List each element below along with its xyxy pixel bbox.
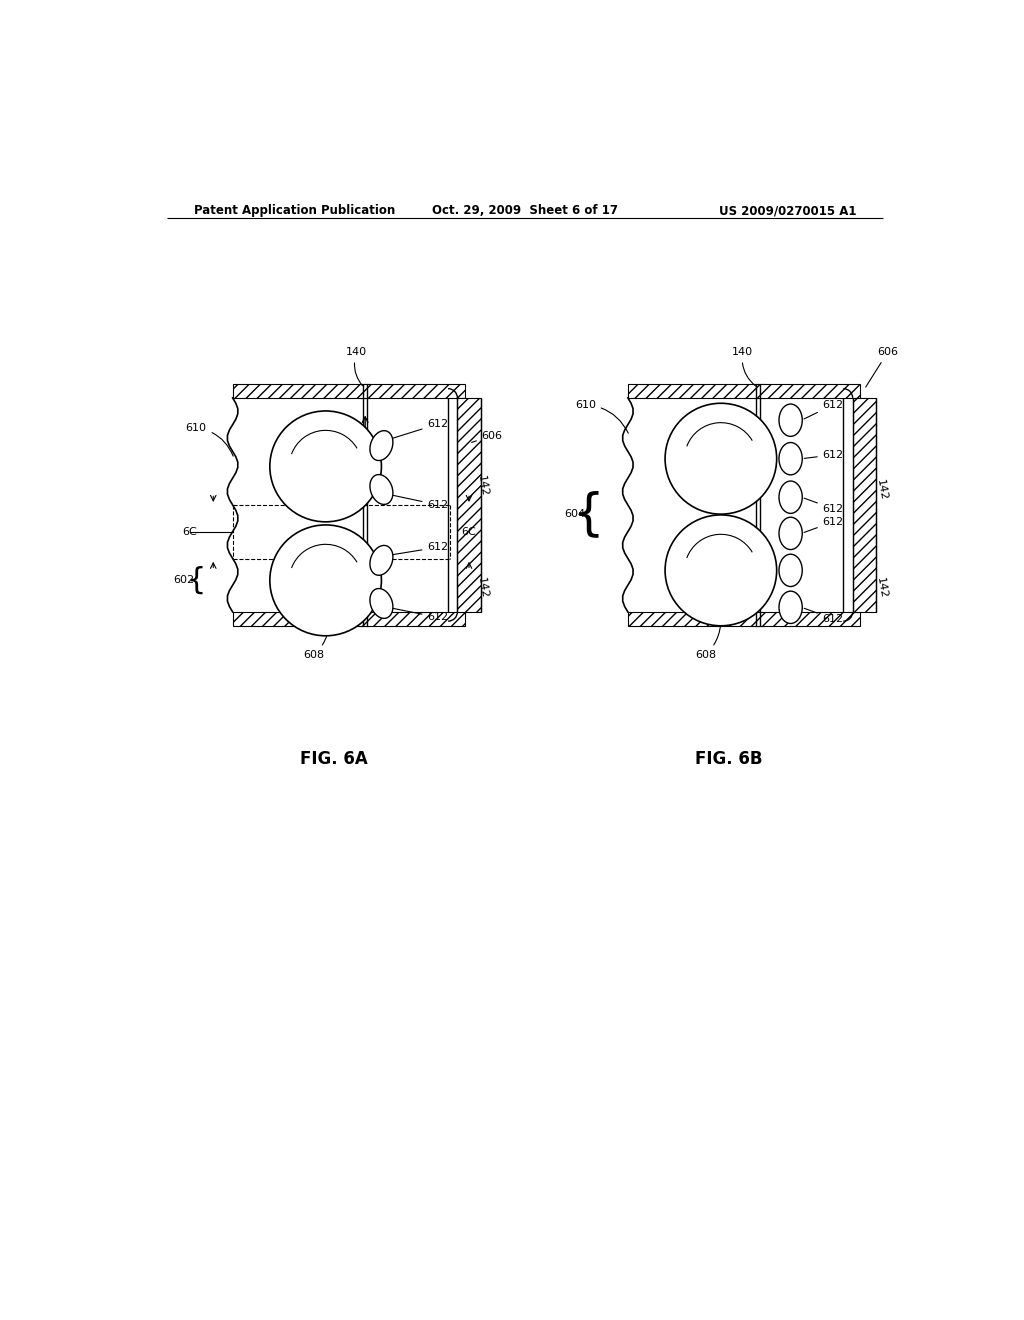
Text: 170: 170 bbox=[302, 459, 326, 473]
Ellipse shape bbox=[370, 589, 393, 618]
Ellipse shape bbox=[779, 442, 802, 475]
Text: 170: 170 bbox=[697, 453, 721, 465]
Text: US 2009/0270015 A1: US 2009/0270015 A1 bbox=[719, 205, 856, 218]
Text: 140: 140 bbox=[732, 347, 756, 387]
Ellipse shape bbox=[779, 517, 802, 549]
Ellipse shape bbox=[370, 475, 393, 504]
Bar bbox=[232, 612, 465, 626]
Text: Patent Application Publication: Patent Application Publication bbox=[194, 205, 395, 218]
Bar bbox=[755, 612, 765, 626]
Circle shape bbox=[665, 515, 776, 626]
Text: 610: 610 bbox=[574, 400, 629, 433]
Text: 6C: 6C bbox=[462, 527, 476, 537]
Bar bbox=[628, 612, 860, 626]
Text: 612: 612 bbox=[804, 450, 844, 459]
Bar bbox=[359, 384, 370, 397]
Ellipse shape bbox=[779, 404, 802, 437]
Text: FIG. 6A: FIG. 6A bbox=[299, 750, 368, 768]
Circle shape bbox=[270, 411, 381, 521]
Text: 140: 140 bbox=[346, 347, 368, 385]
Bar bbox=[755, 384, 765, 397]
Text: 6C: 6C bbox=[182, 527, 198, 537]
Text: 612: 612 bbox=[804, 498, 844, 513]
Text: 612: 612 bbox=[804, 609, 844, 624]
Ellipse shape bbox=[779, 591, 802, 623]
Text: 612: 612 bbox=[804, 400, 844, 418]
Text: 604: 604 bbox=[564, 510, 586, 519]
Ellipse shape bbox=[779, 554, 802, 586]
Text: 608: 608 bbox=[303, 624, 330, 660]
Circle shape bbox=[270, 525, 381, 636]
Bar bbox=[359, 612, 370, 626]
Text: 142: 142 bbox=[475, 577, 488, 599]
Text: 608: 608 bbox=[695, 624, 721, 660]
Text: 612: 612 bbox=[386, 607, 449, 622]
Text: 612: 612 bbox=[804, 517, 844, 532]
Bar bbox=[232, 384, 465, 397]
Ellipse shape bbox=[370, 545, 393, 576]
Circle shape bbox=[665, 404, 776, 513]
Text: 610: 610 bbox=[185, 422, 233, 457]
Text: 606: 606 bbox=[865, 347, 898, 387]
Text: 602: 602 bbox=[173, 576, 195, 585]
Text: 606: 606 bbox=[472, 430, 503, 442]
Text: 612: 612 bbox=[386, 494, 449, 510]
Text: FIG. 6B: FIG. 6B bbox=[695, 750, 763, 768]
Text: 170: 170 bbox=[697, 564, 721, 577]
Text: 612: 612 bbox=[384, 418, 449, 441]
Bar bbox=[458, 397, 480, 612]
Text: 142: 142 bbox=[475, 474, 488, 498]
Text: {: { bbox=[573, 490, 605, 539]
Bar bbox=[628, 384, 860, 397]
Text: {: { bbox=[186, 566, 206, 595]
Text: Oct. 29, 2009  Sheet 6 of 17: Oct. 29, 2009 Sheet 6 of 17 bbox=[432, 205, 617, 218]
Ellipse shape bbox=[779, 480, 802, 513]
Text: 170: 170 bbox=[302, 574, 326, 587]
Text: 612: 612 bbox=[384, 543, 449, 556]
Text: 142: 142 bbox=[876, 478, 889, 500]
Bar bbox=[853, 397, 876, 612]
Ellipse shape bbox=[370, 430, 393, 461]
Text: 142: 142 bbox=[876, 577, 889, 599]
